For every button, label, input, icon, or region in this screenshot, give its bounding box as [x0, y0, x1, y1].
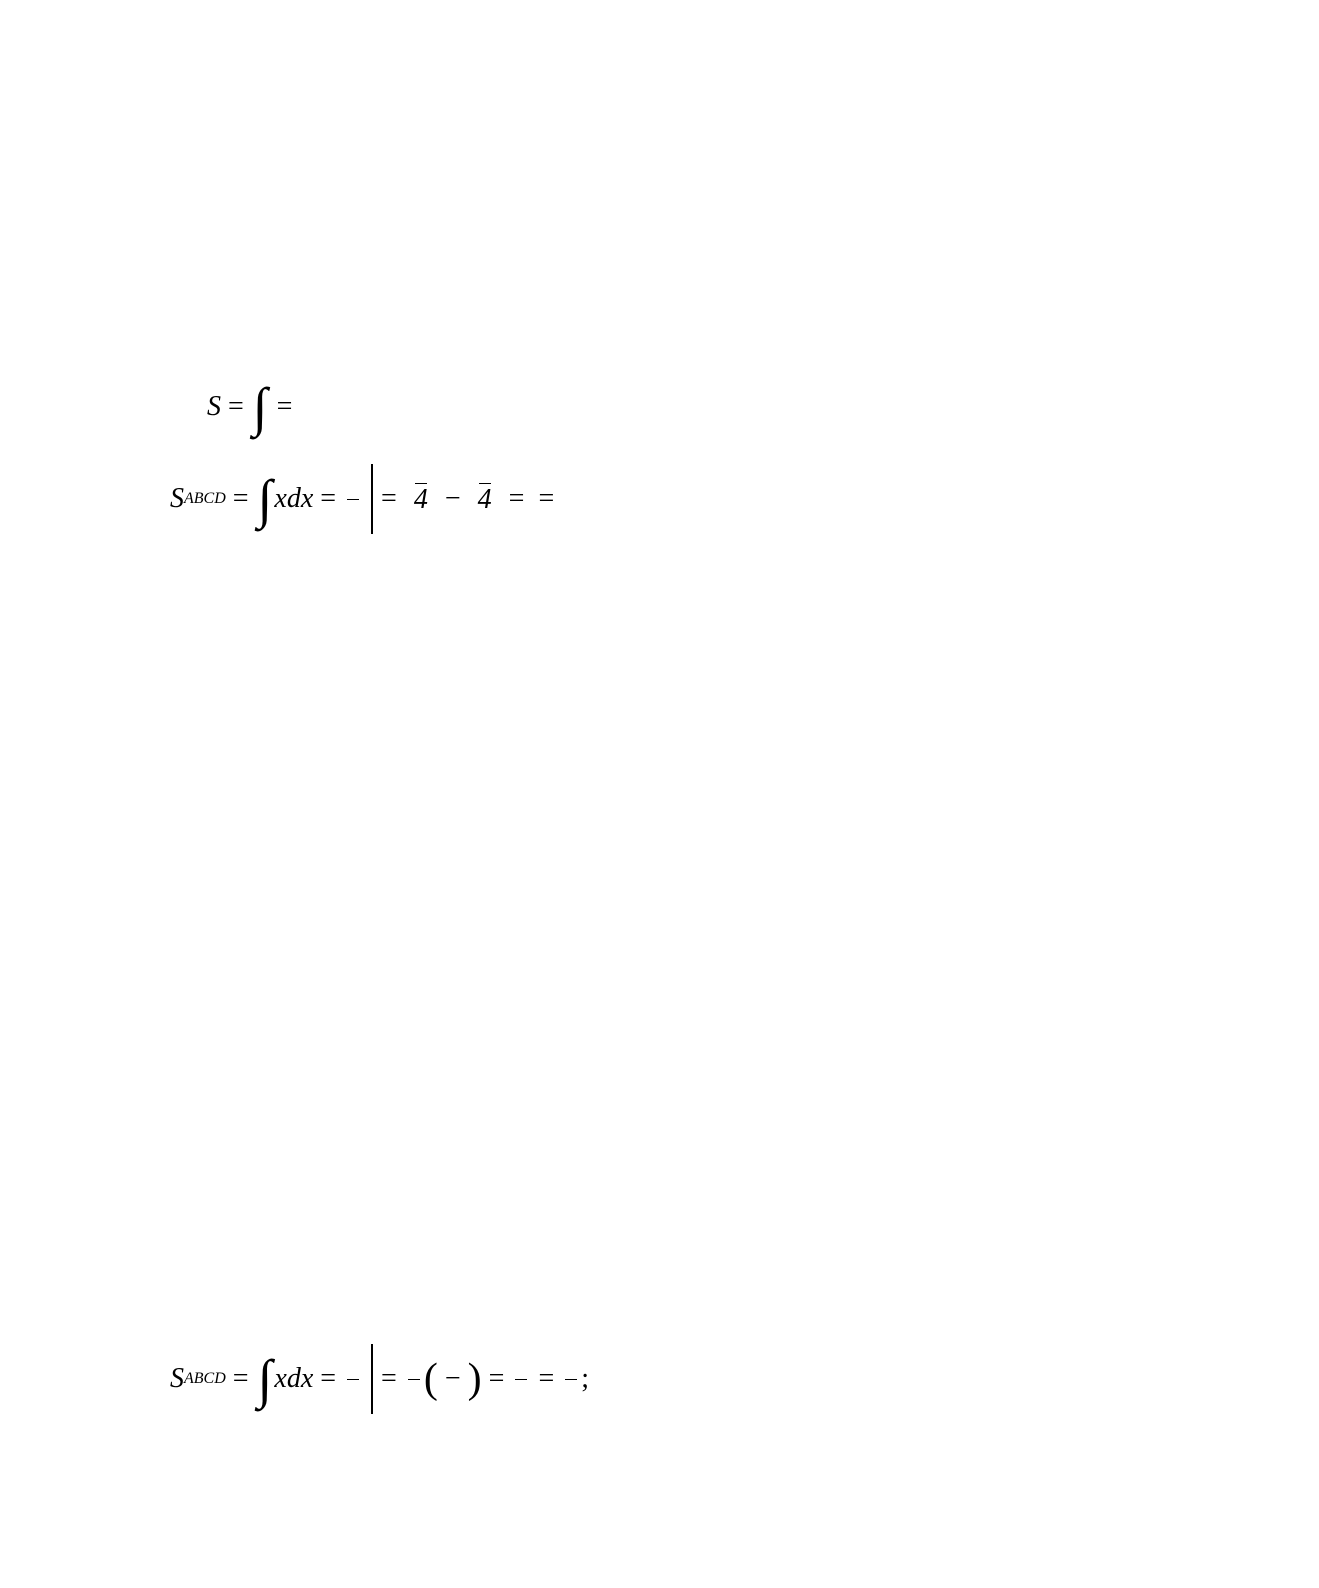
part1-row [50, 30, 1269, 360]
chart1 [90, 30, 510, 360]
description-line: S = ∫ = [170, 380, 1269, 434]
chart2 [165, 564, 595, 1324]
computation1: SABCD = ∫ xdx = = 4 − 4 = = [170, 464, 1269, 534]
integral-general: ∫ [251, 380, 270, 434]
part2-row [145, 564, 1269, 1324]
S-symbol: S [207, 391, 221, 423]
computation2: SABCD = ∫ xdx = = ( − ) = = ; [170, 1344, 1269, 1414]
